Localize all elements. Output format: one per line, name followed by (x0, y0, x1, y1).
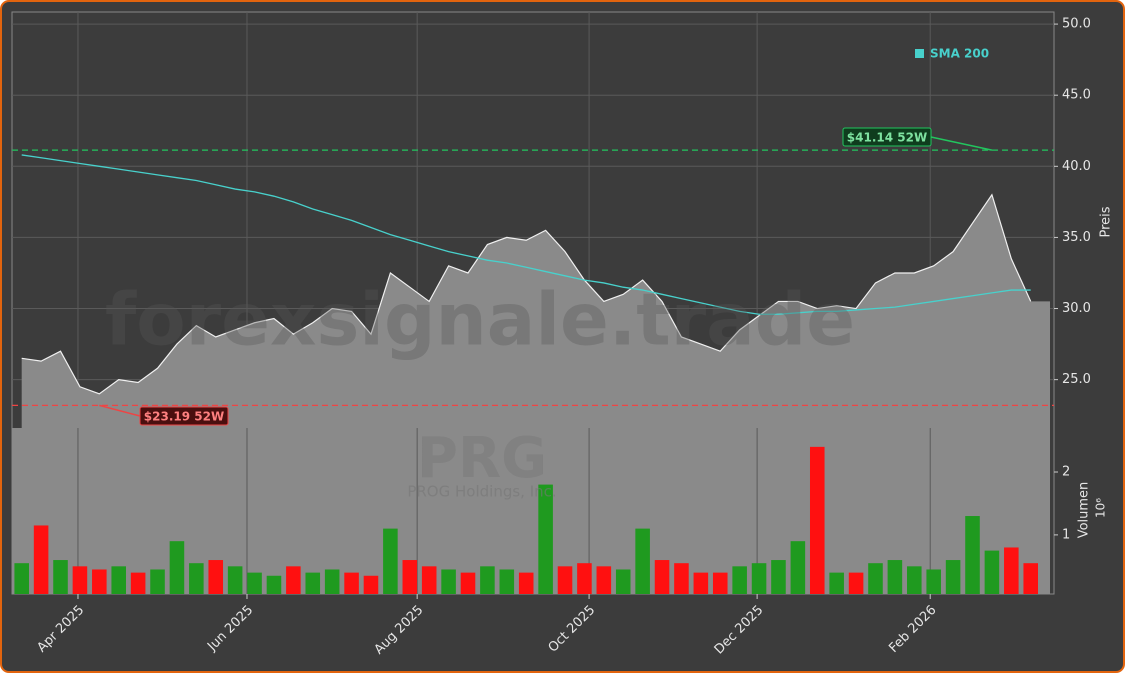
volume-bar (92, 569, 107, 594)
volume-bar (344, 572, 359, 594)
volume-bar (53, 560, 68, 594)
sma-line (21, 154, 1031, 315)
y-tick-label: 25.0 (1062, 372, 1091, 387)
legend-label: SMA 200 (930, 47, 989, 61)
watermark-symbol: PRG (417, 426, 547, 491)
volume-bar (674, 563, 689, 594)
annotation-label: $23.19 52W (144, 410, 224, 424)
volume-bar (829, 572, 844, 594)
volume-bar (615, 569, 631, 594)
volume-bar (557, 566, 573, 594)
volume-bar (150, 569, 165, 594)
volume-bar (751, 563, 767, 594)
y2-tick-label: 1 (1062, 527, 1070, 542)
volume-bar (247, 572, 262, 594)
volume-bar (848, 572, 864, 594)
volume-bar (693, 572, 709, 594)
volume-bar (1004, 547, 1019, 594)
volume-bar (33, 525, 49, 594)
volume-bar (169, 541, 185, 594)
volume-bar (324, 569, 340, 594)
y-tick-label: 40.0 (1062, 159, 1091, 174)
annotation-box (139, 406, 229, 426)
annotation-arrow (930, 136, 993, 151)
volume-bar (596, 566, 612, 594)
volume-bar (771, 560, 786, 594)
volume-bar (984, 550, 1000, 594)
y2-axis-label: Volumen (1077, 482, 1092, 539)
volume-bar (130, 572, 146, 594)
volume-bar (945, 560, 961, 594)
volume-bar (14, 563, 29, 594)
volume-bar (266, 575, 282, 594)
y-tick-label: 50.0 (1062, 17, 1091, 32)
volume-bar (907, 566, 922, 594)
annotation-label: $41.14 52W (847, 131, 927, 145)
volume-bar (790, 541, 806, 594)
volume-bar (965, 516, 980, 594)
price-line (21, 193, 1032, 395)
volume-bar (363, 575, 379, 594)
volume-bar (712, 572, 728, 594)
volume-bar (732, 566, 747, 594)
volume-bar (189, 563, 204, 594)
volume-bar (208, 560, 224, 594)
volume-bar (809, 446, 825, 594)
volume-bar (441, 569, 456, 594)
volume-bar (654, 560, 670, 594)
price-area (21, 194, 1051, 428)
volume-bar (111, 566, 126, 594)
volume-bar (305, 572, 321, 594)
volume-bar (286, 566, 301, 594)
y-tick-label: 45.0 (1062, 88, 1091, 103)
y2-axis-unit: 10⁶ (1094, 498, 1108, 518)
volume-bar (227, 566, 243, 594)
volume-bar (635, 528, 650, 594)
annotation-box (842, 127, 932, 147)
volume-bar (421, 566, 437, 594)
volume-bar (402, 560, 418, 594)
volume-bar (383, 528, 398, 594)
volume-bar (868, 563, 883, 594)
y2-tick-label: 2 (1062, 465, 1070, 480)
volume-bar (518, 572, 534, 594)
volume-bar (577, 563, 592, 594)
y-tick-label: 35.0 (1062, 230, 1091, 245)
annotation-arrow (99, 404, 141, 417)
watermark-company: PROG Holdings, Inc. (407, 483, 556, 501)
watermark: forexsignale.trade (105, 278, 855, 362)
y-tick-label: 30.0 (1062, 301, 1091, 316)
volume-bar (72, 566, 88, 594)
legend-swatch (915, 49, 924, 58)
y-axis-label: Preis (1099, 206, 1114, 237)
volume-bar (887, 560, 903, 594)
volume-bar (926, 569, 941, 594)
volume-bar (499, 569, 515, 594)
volume-bar (480, 566, 495, 594)
volume-bar (460, 572, 476, 594)
volume-bar (1023, 563, 1038, 594)
volume-bar (538, 484, 553, 594)
